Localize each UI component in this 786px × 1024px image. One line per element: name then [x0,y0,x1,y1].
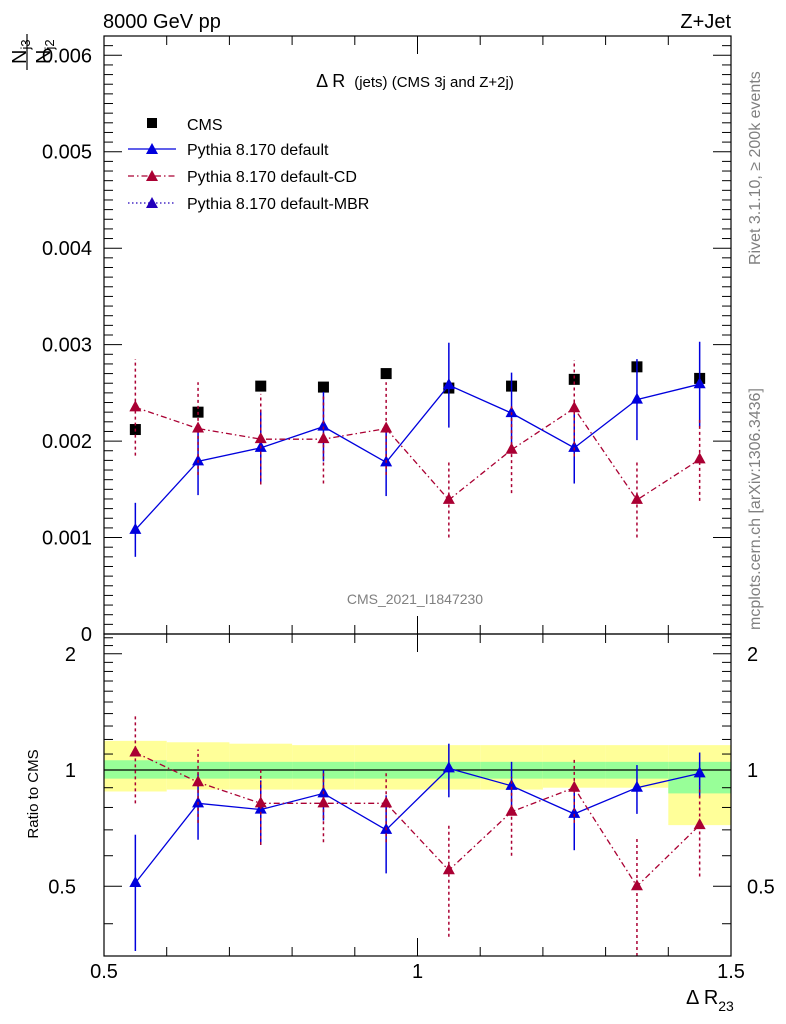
y-axis-label: Nj3 Nj2 [9,34,57,70]
legend-label-cms: CMS [187,117,223,134]
ratio-default-marker-7 [505,778,518,790]
legend-entry-default-cd: Pythia 8.170 default-CD [128,169,357,186]
ratio-uncertainty-bands [104,740,731,826]
legend-entry-default: Pythia 8.170 default [128,142,329,159]
ratio-default_cd-marker-6 [442,863,455,875]
main-default-marker-6 [442,378,455,390]
chart-title-prefix: Δ R [316,71,345,91]
ratio-panel: 0.5 0.5 1 1 2 2 0.5 1 1.5 Ratio to CMS Δ R23 [25,633,775,1014]
ratio-ytick-label-left-2: 1 [65,760,76,782]
ratio-default_cd-line [135,751,701,888]
main-default_cd-marker-3 [254,432,267,444]
main-default_cd-marker-1 [129,400,142,412]
main-ytick-label-4: 0.003 [42,335,92,357]
ratio-ytick-label-left-1: 0.5 [48,876,76,898]
main-default_cd-marker-8 [568,401,581,413]
main-data-point-8 [568,373,580,385]
main-ytick-label-2: 0.001 [42,528,92,550]
main-default_cd-marker-4 [317,432,330,444]
legend-marker-cms [147,118,157,128]
main-default_cd-marker-9 [630,492,643,504]
ratio-default-marker-1 [129,875,142,887]
main-ytick-label-7: 0.006 [42,45,92,67]
y-axis-label-num: Nj3 [9,39,33,64]
ratio-default-line [134,767,700,884]
main-default_cd-marker-6 [442,492,455,504]
ratio-default_cd-marker-2 [192,775,205,787]
main-default_cd-marker-5 [380,421,393,433]
ratio-xtick-label-3: 1.5 [717,961,745,983]
legend-entry-default-mbr: Pythia 8.170 default-MBR [128,196,369,213]
legend-marker-default-mbr [146,197,158,208]
main-default-line [134,383,700,531]
main-default-marker-7 [505,406,518,418]
ratio-default_cd-marker-3 [254,796,267,808]
legend-label-default: Pythia 8.170 default [187,142,329,159]
ratio-default-marker-8 [568,806,581,818]
main-axis-ticks: 0 0.001 0.002 0.003 0.004 0.005 0.006 [42,36,732,646]
main-ytick-label-6: 0.005 [42,142,92,164]
main-default-marker-10 [693,377,706,389]
chart-title: Δ R (jets) (CMS 3j and Z+2j) [316,71,514,91]
main-data-point-5 [380,368,392,380]
ratio-xtick-label-2: 1 [412,961,423,983]
ratio-default-marker-2 [192,796,205,808]
main-default-marker-1 [129,522,142,534]
x-axis-label: Δ R23 [686,987,734,1014]
ratio-ytick-label-left-3: 2 [65,644,76,666]
main-default_cd-marker-10 [693,452,706,464]
ratio-default_cd-marker-8 [568,780,581,792]
main-data-point-3 [255,380,267,392]
main-data-marks [129,341,706,557]
main-default_cd-marker-7 [505,442,518,454]
main-default_cd-line [135,406,701,501]
ratio-ytick-label-right-3: 2 [747,644,758,666]
main-default-marker-4 [317,419,330,431]
energy-label: 8000 GeV pp [103,11,221,33]
ratio-default_cd-marker-1 [129,745,142,757]
main-ytick-label-1: 0 [81,624,92,646]
main-default_cd-marker-2 [192,421,205,433]
chart-title-main: (jets) (CMS 3j and Z+2j) [354,74,514,91]
ratio-default-marker-9 [630,780,643,792]
legend-label-default-mbr: Pythia 8.170 default-MBR [187,196,369,213]
main-default-marker-8 [568,440,581,452]
ratio-default_cd-marker-4 [317,796,330,808]
ratio-data-marks [129,713,706,956]
ratio-axis-ticks: 0.5 0.5 1 1 2 2 0.5 1 1.5 [48,634,775,983]
process-label: Z+Jet [680,11,731,33]
ratio-xtick-label-1: 0.5 [90,961,118,983]
main-ytick-label-5: 0.004 [42,238,92,260]
legend-marker-default-cd [146,170,158,181]
ratio-y-axis-label: Ratio to CMS [25,749,42,838]
ratio-default_cd-marker-5 [380,796,393,808]
ratio-ytick-label-right-1: 0.5 [747,876,775,898]
main-data-point-4 [317,381,329,393]
main-panel: 0 0.001 0.002 0.003 0.004 0.005 0.006 Δ R (jet… [9,34,732,646]
analysis-id: CMS_2021_I1847230 [347,591,483,607]
ratio-default-marker-10 [693,766,706,778]
legend-marker-default [146,143,158,154]
rivet-version-label: Rivet 3.1.10, ≥ 200k events [747,71,764,265]
y-axis-label-den: Nj2 [33,39,57,64]
mcplots-reference-label: mcplots.cern.ch [arXiv:1306.3436] [747,388,764,630]
ratio-default_cd-marker-9 [630,879,643,891]
main-ytick-label-3: 0.002 [42,431,92,453]
legend-entry-cms: CMS [147,117,223,134]
ratio-ytick-label-right-2: 1 [747,760,758,782]
legend-label-default-cd: Pythia 8.170 default-CD [187,169,357,186]
main-default-marker-2 [192,454,205,466]
ratio-default_cd-marker-7 [505,804,518,816]
main-default-marker-9 [630,392,643,404]
ratio-default-marker-6 [442,761,455,773]
ratio-default_cd-marker-10 [693,818,706,830]
legend: CMS Pythia 8.170 default Pythia 8.170 de… [128,117,369,213]
